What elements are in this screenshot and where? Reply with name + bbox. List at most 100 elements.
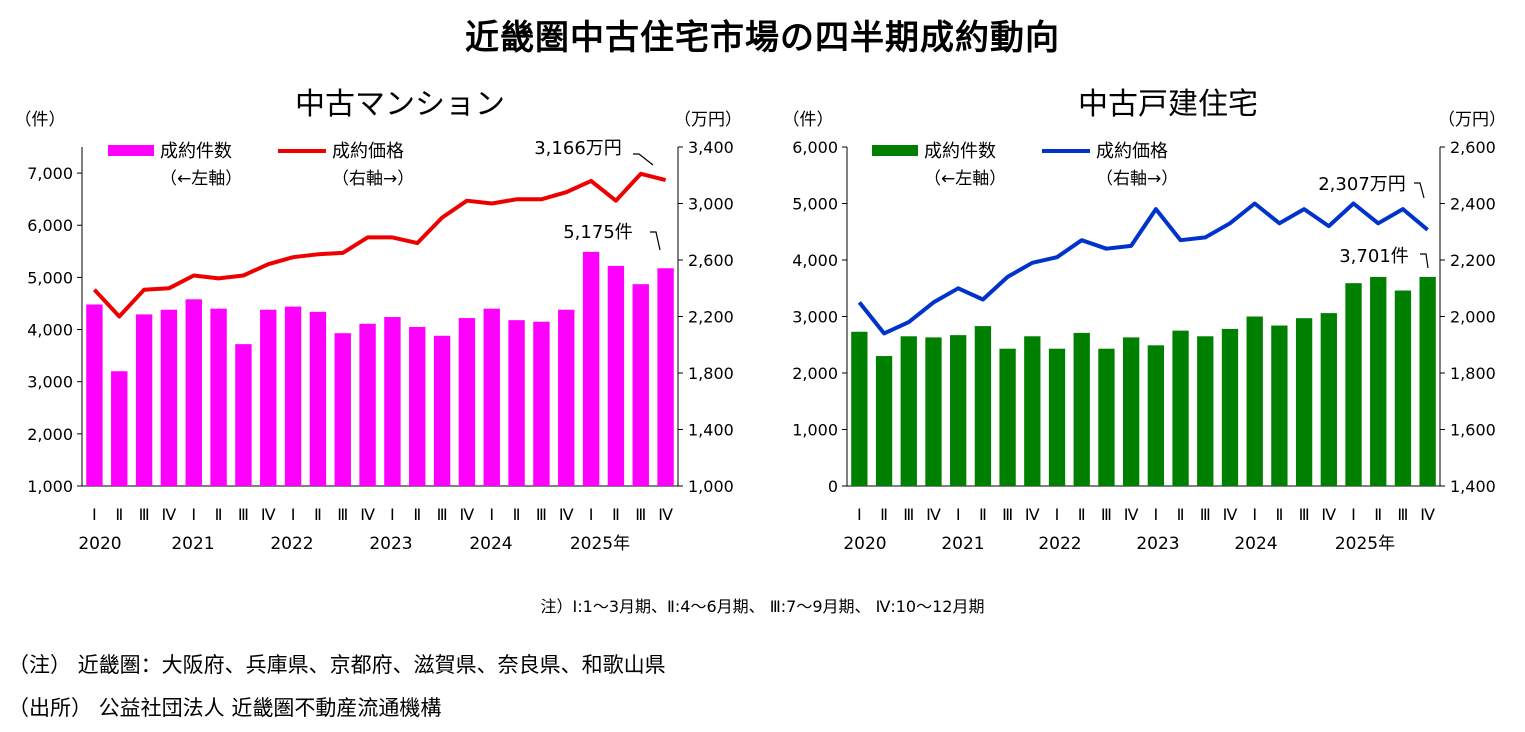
house-bar (1271, 325, 1288, 486)
house-bar (1345, 283, 1362, 486)
house-quarter-label: Ⅲ (903, 505, 914, 524)
house-legend-bar-label: 成約件数 (924, 141, 996, 162)
mansion-bar (86, 304, 103, 486)
house-year-label: 2025年 (1335, 534, 1395, 554)
mansion-quarter-label: Ⅳ (559, 505, 574, 524)
house-bar (1048, 348, 1066, 486)
mansion-bar (632, 284, 649, 486)
house-bar (1295, 318, 1313, 486)
house-quarter-label: Ⅳ (1420, 505, 1435, 524)
charts-canvas: 中古マンション （件） （万円） 1,000 2,000 3,000 4,000 5,000 6… (15, 87, 1507, 554)
mansion-bar (483, 308, 500, 486)
house-bar (1394, 290, 1412, 486)
mansion-quarter-label: Ⅱ (115, 505, 123, 524)
mansion-bar (582, 251, 600, 486)
house-quarter-label: Ⅰ (1252, 505, 1257, 524)
mansion-legend-line-label: 成約価格 (332, 141, 404, 162)
house-right-axis-unit: （万円） (1438, 110, 1506, 130)
mansion-quarter-label: Ⅲ (635, 505, 646, 524)
house-quarter-label: Ⅱ (1374, 505, 1382, 524)
mansion-quarter-label: Ⅲ (437, 505, 448, 524)
mansion-right-tick-label: 3,400 (688, 138, 734, 157)
house-price-line (857, 201, 1429, 336)
mansion-quarter-label: Ⅳ (360, 505, 375, 524)
house-quarter-label: Ⅱ (1177, 505, 1185, 524)
house-right-tick-label: 2,000 (1450, 308, 1496, 327)
house-bar (1419, 276, 1436, 486)
mansion-quarter-label: Ⅲ (238, 505, 249, 524)
house-left-tick-label: 6,000 (792, 138, 838, 157)
mansion-legend-bar-axis: （←左軸） (160, 169, 242, 189)
mansion-bar (359, 323, 376, 486)
mansion-quarter-label: Ⅳ (162, 505, 177, 524)
house-bar (1172, 330, 1189, 486)
house-right-tick-label: 1,600 (1450, 421, 1496, 440)
mansion-quarter-label: Ⅱ (513, 505, 521, 524)
house-bar (1122, 337, 1140, 486)
house-quarter-label: Ⅲ (1299, 505, 1310, 524)
house-quarter-label: Ⅰ (956, 505, 961, 524)
mansion-bar (409, 326, 426, 486)
mansion-left-tick-label: 6,000 (27, 216, 73, 235)
mansion-year-label: 2024 (469, 534, 512, 554)
mansion-quarter-label: Ⅰ (92, 505, 97, 524)
mansion-legend-bar-label: 成約件数 (160, 141, 232, 162)
mansion-bar (433, 335, 451, 486)
house-bar (1246, 316, 1263, 486)
mansion-quarter-label: Ⅳ (460, 505, 475, 524)
mansion-bar (508, 320, 525, 486)
mansion-right-tick-label: 1,000 (688, 477, 734, 496)
house-year-label: 2023 (1136, 534, 1179, 554)
house-chart-title: 中古戸建住宅 (1078, 87, 1258, 122)
mansion-quarter-label: Ⅱ (413, 505, 421, 524)
house-bar (1197, 336, 1214, 486)
mansion-quarter-label: Ⅲ (536, 505, 547, 524)
mansion-quarter-label: Ⅰ (390, 505, 395, 524)
region-footnote: （注） 近畿圏：大阪府、兵庫県、京都府、滋賀県、奈良県、和歌山県 (8, 653, 666, 677)
mansion-count-annotation-leader (650, 231, 661, 251)
house-quarter-label: Ⅰ (857, 505, 862, 524)
mansion-bar (607, 265, 625, 486)
house-bar (974, 326, 992, 486)
mansion-quarter-label: Ⅱ (612, 505, 620, 524)
house-right-tick-label: 1,800 (1450, 364, 1496, 383)
house-quarter-label: Ⅲ (1200, 505, 1211, 524)
house-quarter-label: Ⅲ (1101, 505, 1112, 524)
mansion-year-label: 2025年 (570, 534, 630, 554)
mansion-price-annotation-leader (633, 153, 654, 166)
mansion-bar (111, 371, 128, 486)
house-left-axis-unit: （件） (783, 110, 834, 130)
house-legend-line-label: 成約価格 (1096, 141, 1168, 162)
mansion-left-axis-unit: （件） (15, 110, 66, 130)
house-quarter-label: Ⅳ (1025, 505, 1040, 524)
mansion-bar (458, 318, 476, 486)
house-bar (999, 348, 1016, 486)
mansion-bar (558, 309, 575, 486)
house-left-tick-label: 3,000 (792, 308, 838, 327)
mansion-left-tick-label: 1,000 (27, 477, 73, 496)
house-left-tick-label: 4,000 (792, 251, 838, 270)
mansion-right-tick-label: 2,600 (688, 251, 734, 270)
mansion-bar (160, 309, 178, 486)
house-legend-bar-axis: （←左軸） (924, 169, 1006, 189)
house-year-label: 2020 (843, 534, 886, 554)
house-bar (900, 336, 917, 486)
house-quarter-label: Ⅰ (1351, 505, 1356, 524)
page-title: 近畿圏中古住宅市場の四半期成約動向 (465, 18, 1060, 58)
mansion-bar (384, 317, 401, 486)
mansion-bar (334, 333, 351, 486)
house-count-annotation: 3,701件 (1339, 246, 1409, 267)
mansion-quarter-label: Ⅰ (291, 505, 296, 524)
house-right-tick-label: 2,600 (1450, 138, 1496, 157)
mansion-year-label: 2022 (270, 534, 313, 554)
mansion-price-line (92, 171, 667, 319)
house-bar (851, 331, 868, 486)
house-bar (1320, 313, 1337, 486)
house-quarter-label: Ⅱ (1275, 505, 1283, 524)
mansion-year-label: 2021 (171, 534, 214, 554)
mansion-legend-line-axis: （右軸→） (332, 169, 414, 189)
house-quarter-label: Ⅳ (1124, 505, 1139, 524)
house-left-tick-label: 0 (828, 477, 838, 496)
house-chart: 中古戸建住宅 （件） （万円） 0 1,000 2,000 3,000 4,000 5,000 6… (783, 87, 1507, 554)
mansion-bar (185, 299, 202, 486)
